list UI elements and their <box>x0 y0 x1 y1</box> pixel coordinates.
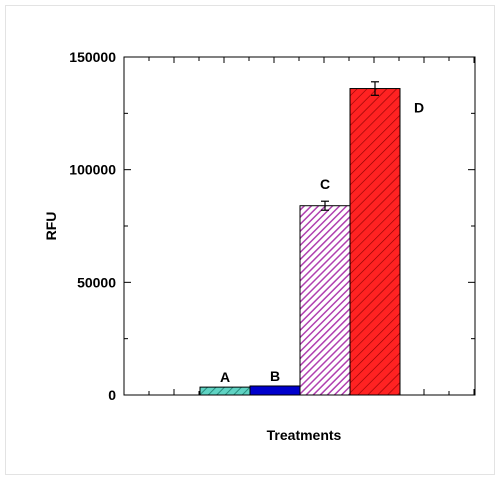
bars <box>199 88 401 396</box>
bar-labels: A B C D <box>220 100 424 386</box>
y-tick-label: 0 <box>108 387 116 403</box>
bar-A <box>199 386 251 396</box>
y-tick-label: 100000 <box>69 162 116 178</box>
bar-D <box>349 88 401 396</box>
bar-label-A: A <box>220 369 230 385</box>
error-bars <box>321 81 379 211</box>
y-axis-ticks: 0 50000 100000 150000 <box>69 49 475 403</box>
figure-frame <box>5 5 495 475</box>
bar-C <box>299 205 351 396</box>
bar-label-D: D <box>414 100 424 116</box>
y-tick-label: 150000 <box>69 49 116 65</box>
bar-label-C: C <box>320 176 330 192</box>
y-axis-title: RFU <box>43 212 59 241</box>
bar-B <box>249 385 301 396</box>
y-tick-label: 50000 <box>77 274 116 290</box>
bar-label-B: B <box>270 368 280 384</box>
x-axis-title: Treatments <box>267 427 342 443</box>
